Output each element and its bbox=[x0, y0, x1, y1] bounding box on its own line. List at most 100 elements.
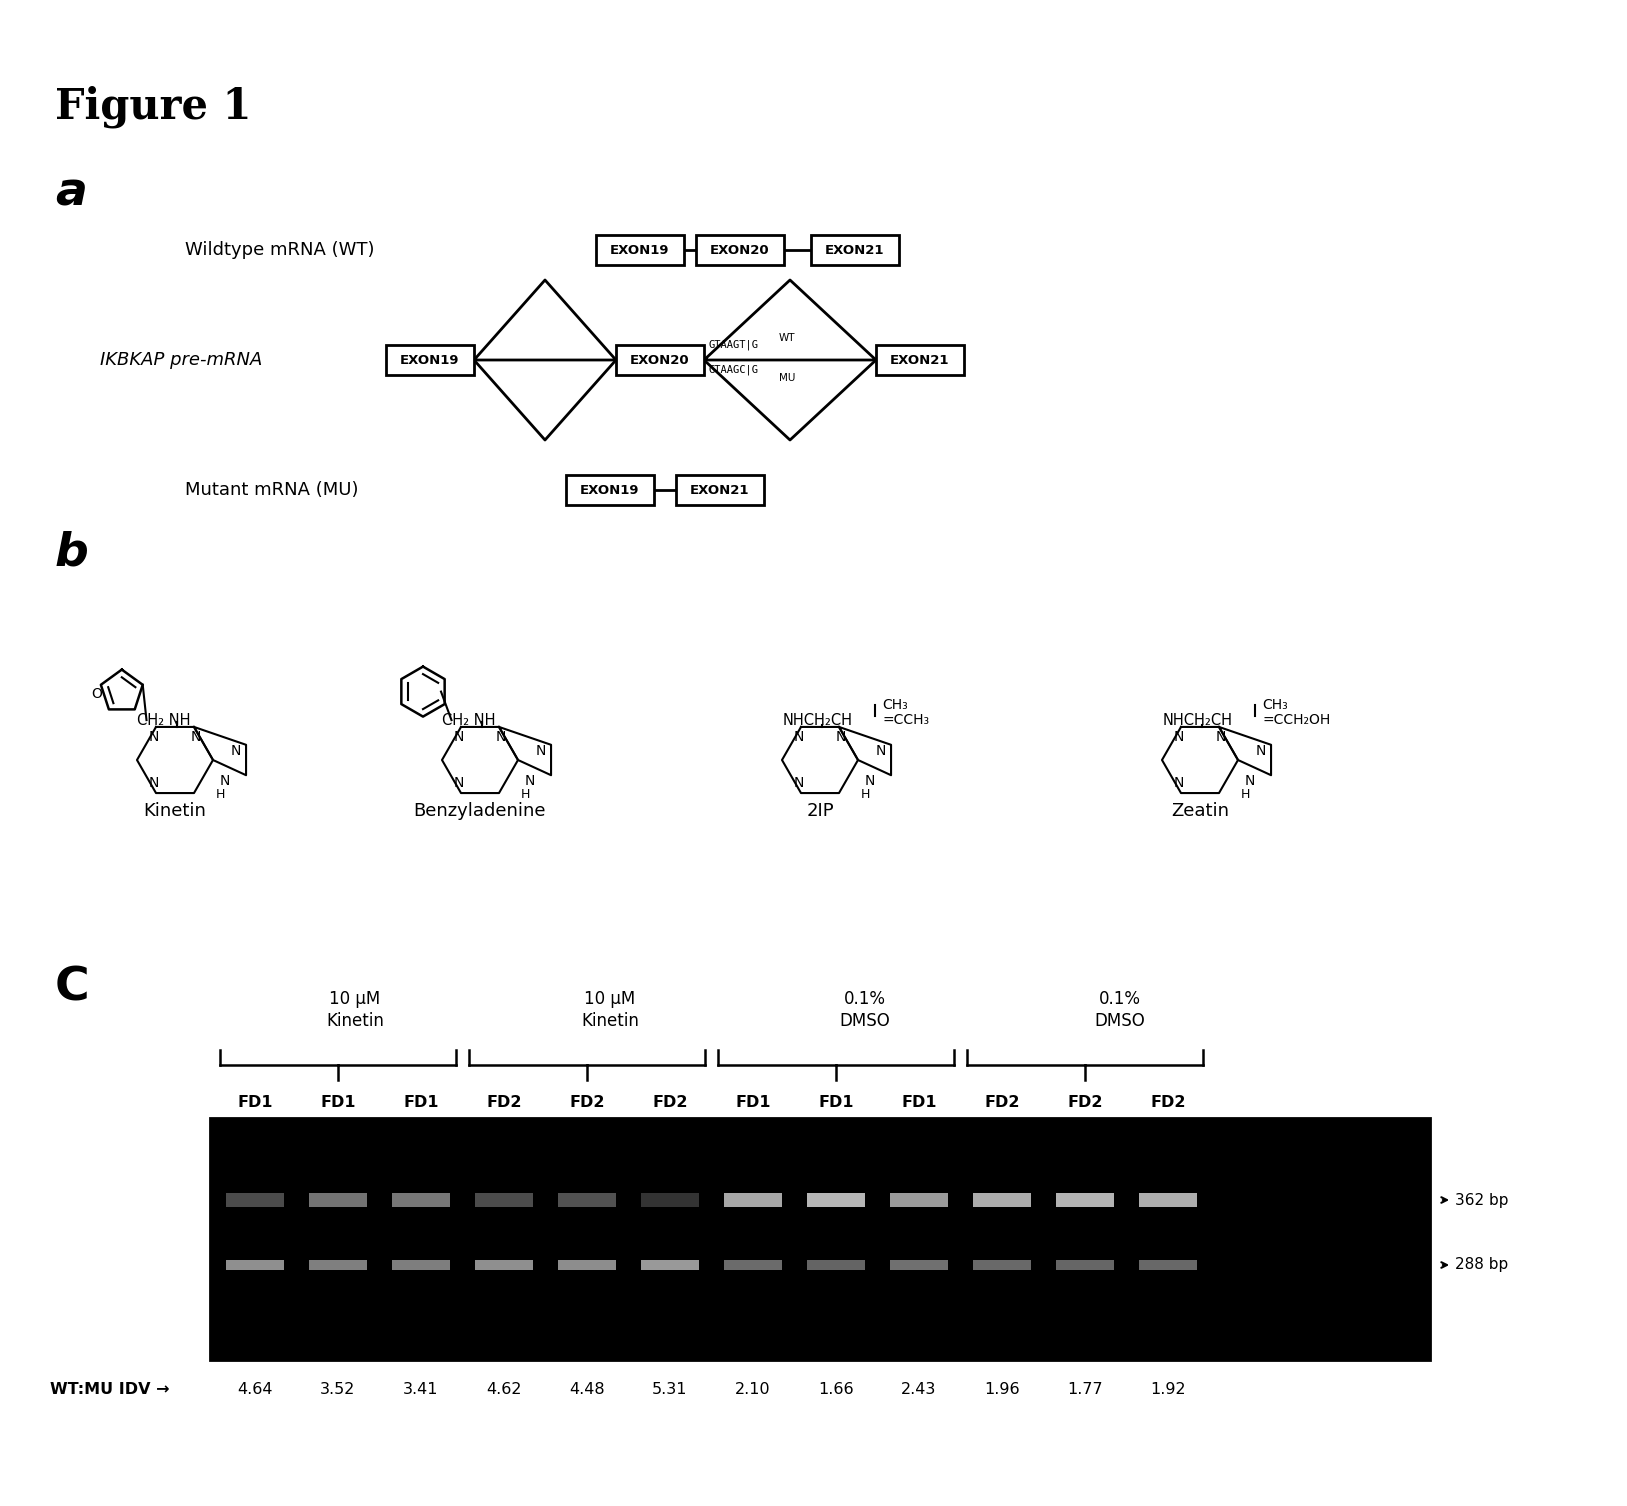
FancyBboxPatch shape bbox=[617, 345, 704, 375]
Text: N: N bbox=[794, 730, 804, 744]
Bar bbox=[1139, 1261, 1197, 1270]
Text: CH₂ NH: CH₂ NH bbox=[443, 712, 495, 727]
Text: DMSO: DMSO bbox=[840, 1012, 890, 1030]
Text: Wildtype mRNA (WT): Wildtype mRNA (WT) bbox=[185, 241, 374, 259]
Text: 1.92: 1.92 bbox=[1150, 1383, 1186, 1398]
Text: CH₃: CH₃ bbox=[1263, 697, 1289, 712]
Text: 0.1%: 0.1% bbox=[1098, 989, 1141, 1008]
Text: 3.52: 3.52 bbox=[321, 1383, 356, 1398]
Text: 1.66: 1.66 bbox=[818, 1383, 854, 1398]
Text: 1.96: 1.96 bbox=[984, 1383, 1020, 1398]
Text: N: N bbox=[1256, 744, 1266, 758]
Text: FD1: FD1 bbox=[818, 1095, 854, 1110]
Bar bbox=[309, 1261, 368, 1270]
Bar bbox=[309, 1193, 368, 1206]
Text: 2IP: 2IP bbox=[807, 803, 833, 821]
Bar bbox=[1056, 1193, 1114, 1206]
Bar bbox=[973, 1193, 1032, 1206]
Text: FD2: FD2 bbox=[1150, 1095, 1186, 1110]
Text: 362 bp: 362 bp bbox=[1455, 1193, 1508, 1208]
Text: FD2: FD2 bbox=[984, 1095, 1020, 1110]
Text: FD2: FD2 bbox=[569, 1095, 605, 1110]
Text: N: N bbox=[231, 744, 241, 758]
Text: H: H bbox=[521, 788, 530, 801]
Text: Kinetin: Kinetin bbox=[143, 803, 207, 821]
Text: FD1: FD1 bbox=[901, 1095, 937, 1110]
Text: 3.41: 3.41 bbox=[403, 1383, 439, 1398]
Text: EXON21: EXON21 bbox=[890, 354, 950, 366]
Text: Figure 1: Figure 1 bbox=[55, 84, 252, 128]
Text: a: a bbox=[55, 170, 86, 215]
Text: N: N bbox=[794, 776, 804, 789]
Text: EXON20: EXON20 bbox=[711, 244, 770, 256]
Text: N: N bbox=[1175, 776, 1184, 789]
Text: Kinetin: Kinetin bbox=[325, 1012, 384, 1030]
Text: N: N bbox=[1175, 730, 1184, 744]
Text: N: N bbox=[1245, 774, 1254, 788]
FancyBboxPatch shape bbox=[386, 345, 473, 375]
Bar bbox=[558, 1261, 617, 1270]
FancyBboxPatch shape bbox=[566, 474, 654, 505]
Bar bbox=[724, 1261, 783, 1270]
Text: 1.77: 1.77 bbox=[1067, 1383, 1103, 1398]
Text: N: N bbox=[1215, 730, 1227, 744]
Text: C: C bbox=[55, 965, 89, 1011]
Bar bbox=[558, 1193, 617, 1206]
Text: NHCH₂CH: NHCH₂CH bbox=[1163, 712, 1233, 727]
Text: Benzyladenine: Benzyladenine bbox=[413, 803, 547, 821]
Text: 4.48: 4.48 bbox=[569, 1383, 605, 1398]
Text: 5.31: 5.31 bbox=[652, 1383, 688, 1398]
Text: 0.1%: 0.1% bbox=[844, 989, 887, 1008]
Text: 10 μM: 10 μM bbox=[584, 989, 636, 1008]
FancyBboxPatch shape bbox=[696, 235, 784, 265]
Text: H: H bbox=[1241, 788, 1250, 801]
Bar bbox=[890, 1193, 949, 1206]
Text: 2.10: 2.10 bbox=[735, 1383, 771, 1398]
Text: EXON19: EXON19 bbox=[400, 354, 460, 366]
Text: WT: WT bbox=[779, 333, 796, 343]
Text: b: b bbox=[55, 530, 89, 575]
Bar bbox=[392, 1193, 451, 1206]
Bar bbox=[475, 1261, 534, 1270]
Bar bbox=[1139, 1193, 1197, 1206]
Text: 2.43: 2.43 bbox=[901, 1383, 937, 1398]
Text: N: N bbox=[875, 744, 887, 758]
Text: =CCH₂OH: =CCH₂OH bbox=[1263, 714, 1331, 727]
Bar bbox=[973, 1261, 1032, 1270]
Bar bbox=[1056, 1261, 1114, 1270]
Text: EXON20: EXON20 bbox=[630, 354, 690, 366]
Text: NHCH₂CH: NHCH₂CH bbox=[783, 712, 853, 727]
Text: FD1: FD1 bbox=[735, 1095, 771, 1110]
Bar bbox=[724, 1193, 783, 1206]
Text: FD1: FD1 bbox=[321, 1095, 356, 1110]
Text: DMSO: DMSO bbox=[1095, 1012, 1145, 1030]
Text: EXON21: EXON21 bbox=[825, 244, 885, 256]
Bar bbox=[226, 1261, 285, 1270]
Text: 10 μM: 10 μM bbox=[329, 989, 381, 1008]
Bar bbox=[392, 1261, 451, 1270]
Text: N: N bbox=[496, 730, 506, 744]
Text: EXON21: EXON21 bbox=[690, 483, 750, 497]
Bar bbox=[226, 1193, 285, 1206]
Text: WT:MU IDV →: WT:MU IDV → bbox=[50, 1383, 169, 1398]
Text: EXON19: EXON19 bbox=[610, 244, 670, 256]
Bar bbox=[475, 1193, 534, 1206]
Text: N: N bbox=[150, 730, 159, 744]
Text: FD1: FD1 bbox=[403, 1095, 439, 1110]
Text: CH₃: CH₃ bbox=[883, 697, 908, 712]
Text: H: H bbox=[861, 788, 870, 801]
Text: Mutant mRNA (MU): Mutant mRNA (MU) bbox=[185, 480, 358, 498]
Text: Kinetin: Kinetin bbox=[581, 1012, 639, 1030]
Text: FD1: FD1 bbox=[238, 1095, 273, 1110]
Text: N: N bbox=[190, 730, 202, 744]
Text: Zeatin: Zeatin bbox=[1171, 803, 1228, 821]
Bar bbox=[641, 1193, 700, 1206]
Text: H: H bbox=[216, 788, 225, 801]
FancyBboxPatch shape bbox=[875, 345, 965, 375]
Text: GTAAGT|G: GTAAGT|G bbox=[709, 340, 760, 351]
Bar bbox=[807, 1261, 866, 1270]
Text: O: O bbox=[91, 687, 103, 700]
Text: N: N bbox=[150, 776, 159, 789]
Bar bbox=[807, 1193, 866, 1206]
Text: =CCH₃: =CCH₃ bbox=[883, 714, 929, 727]
